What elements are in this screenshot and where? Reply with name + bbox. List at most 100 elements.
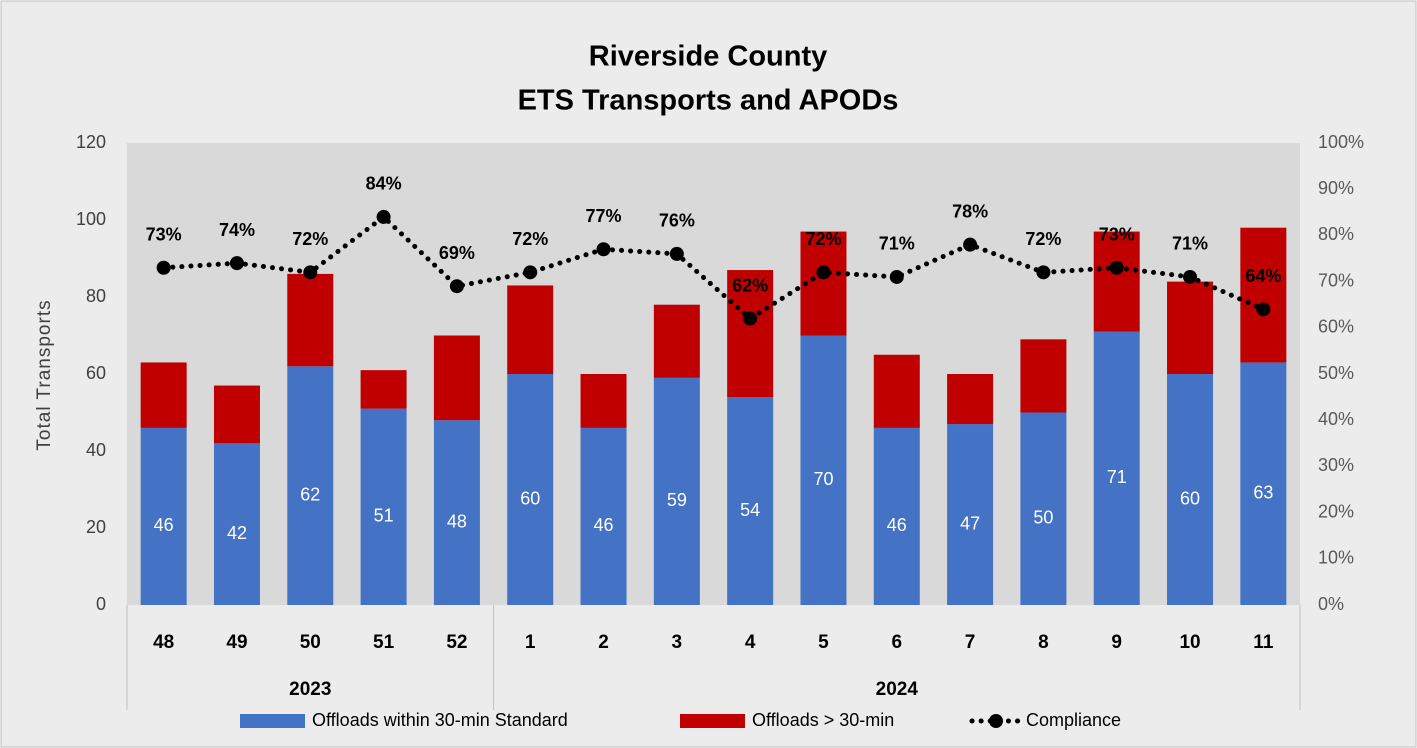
compliance-marker [376,209,391,224]
bar [1240,227,1287,363]
bar [653,304,700,378]
bar [947,424,994,605]
bar [727,270,774,398]
bar-value-label: 46 [887,515,907,535]
compliance-marker [303,265,318,280]
compliance-label: 78% [952,201,988,221]
bar-value-label: 46 [594,515,614,535]
bar-value-label: 46 [154,515,174,535]
bar-value-label: 50 [1033,508,1053,528]
y2-tick-label: 70% [1318,270,1354,290]
y2-tick-label: 60% [1318,317,1354,337]
compliance-label: 73% [1099,224,1135,244]
x-tick-label: 48 [153,632,174,653]
compliance-marker [1183,269,1198,284]
compliance-label: 71% [1172,234,1208,254]
bar-value-label: 70 [813,469,833,489]
bar [800,335,847,605]
y2-tick-label: 90% [1318,178,1354,198]
x-tick-label: 50 [300,632,321,653]
bar [1020,339,1067,413]
legend-swatch [680,714,745,728]
y2-tick-label: 40% [1318,409,1354,429]
legend-marker [989,714,1003,728]
x-tick-label: 5 [818,632,829,653]
legend-label: Offloads within 30-min Standard [312,710,568,730]
compliance-marker [523,265,538,280]
bar [873,427,920,605]
bar [1167,374,1214,605]
bar [507,285,554,374]
y2-tick-label: 20% [1318,501,1354,521]
bar [507,374,554,605]
compliance-label: 76% [659,211,695,231]
x-tick-label: 8 [1038,632,1049,653]
bar-value-label: 48 [447,511,467,531]
compliance-marker [1036,265,1051,280]
x-tick-label: 3 [672,632,683,653]
y2-tick-label: 80% [1318,224,1354,244]
bar [580,427,627,605]
bar [213,385,260,444]
group-label: 2023 [289,679,331,700]
x-tick-label: 52 [446,632,467,653]
bar [287,273,334,367]
y-axis-title: Total Transports [34,299,55,450]
y-tick-label: 20 [86,517,106,537]
bar [1020,412,1067,605]
y2-tick-label: 10% [1318,548,1354,568]
x-tick-label: 7 [965,632,976,653]
x-tick-label: 49 [226,632,247,653]
bar-value-label: 51 [374,506,394,526]
group-label: 2024 [876,679,919,700]
compliance-marker [156,260,171,275]
bar-value-label: 42 [227,523,247,543]
bar [947,374,994,425]
bar-value-label: 62 [300,484,320,504]
compliance-marker [743,311,758,326]
x-tick-label: 6 [891,632,902,653]
compliance-marker [669,246,684,261]
compliance-marker [596,242,611,257]
bar-value-label: 60 [520,488,540,508]
compliance-label: 72% [512,229,548,249]
bar [1240,362,1287,605]
bar-value-label: 63 [1253,482,1273,502]
compliance-label: 72% [292,229,328,249]
bar-value-label: 59 [667,490,687,510]
x-tick-label: 2 [598,632,609,653]
bar [140,362,187,428]
bar [653,377,700,605]
compliance-label: 73% [146,224,182,244]
y2-tick-label: 30% [1318,455,1354,475]
legend-label: Offloads > 30-min [752,710,894,730]
compliance-label: 62% [732,275,768,295]
compliance-label: 72% [1025,229,1061,249]
bar-value-label: 54 [740,500,760,520]
x-tick-label: 10 [1179,632,1200,653]
chart-subtitle: ETS Transports and APODs [518,85,899,117]
y-tick-label: 100 [76,209,106,229]
compliance-marker [1256,302,1271,317]
bar [433,420,480,605]
bar [1093,331,1140,605]
y-tick-label: 120 [76,132,106,152]
legend-swatch [240,714,305,728]
bar [360,408,407,605]
y-tick-label: 80 [86,286,106,306]
bar-value-label: 47 [960,513,980,533]
compliance-label: 64% [1245,266,1281,286]
y-tick-label: 40 [86,440,106,460]
compliance-marker [816,265,831,280]
compliance-label: 77% [586,206,622,226]
y2-tick-label: 0% [1318,594,1344,614]
compliance-marker [1109,260,1124,275]
bar [140,427,187,605]
compliance-label: 84% [366,174,402,194]
legend-label: Compliance [1026,710,1121,730]
bar [1167,281,1214,374]
y2-tick-label: 100% [1318,132,1364,152]
bar [433,335,480,421]
bar [287,366,334,605]
y-tick-label: 0 [96,594,106,614]
